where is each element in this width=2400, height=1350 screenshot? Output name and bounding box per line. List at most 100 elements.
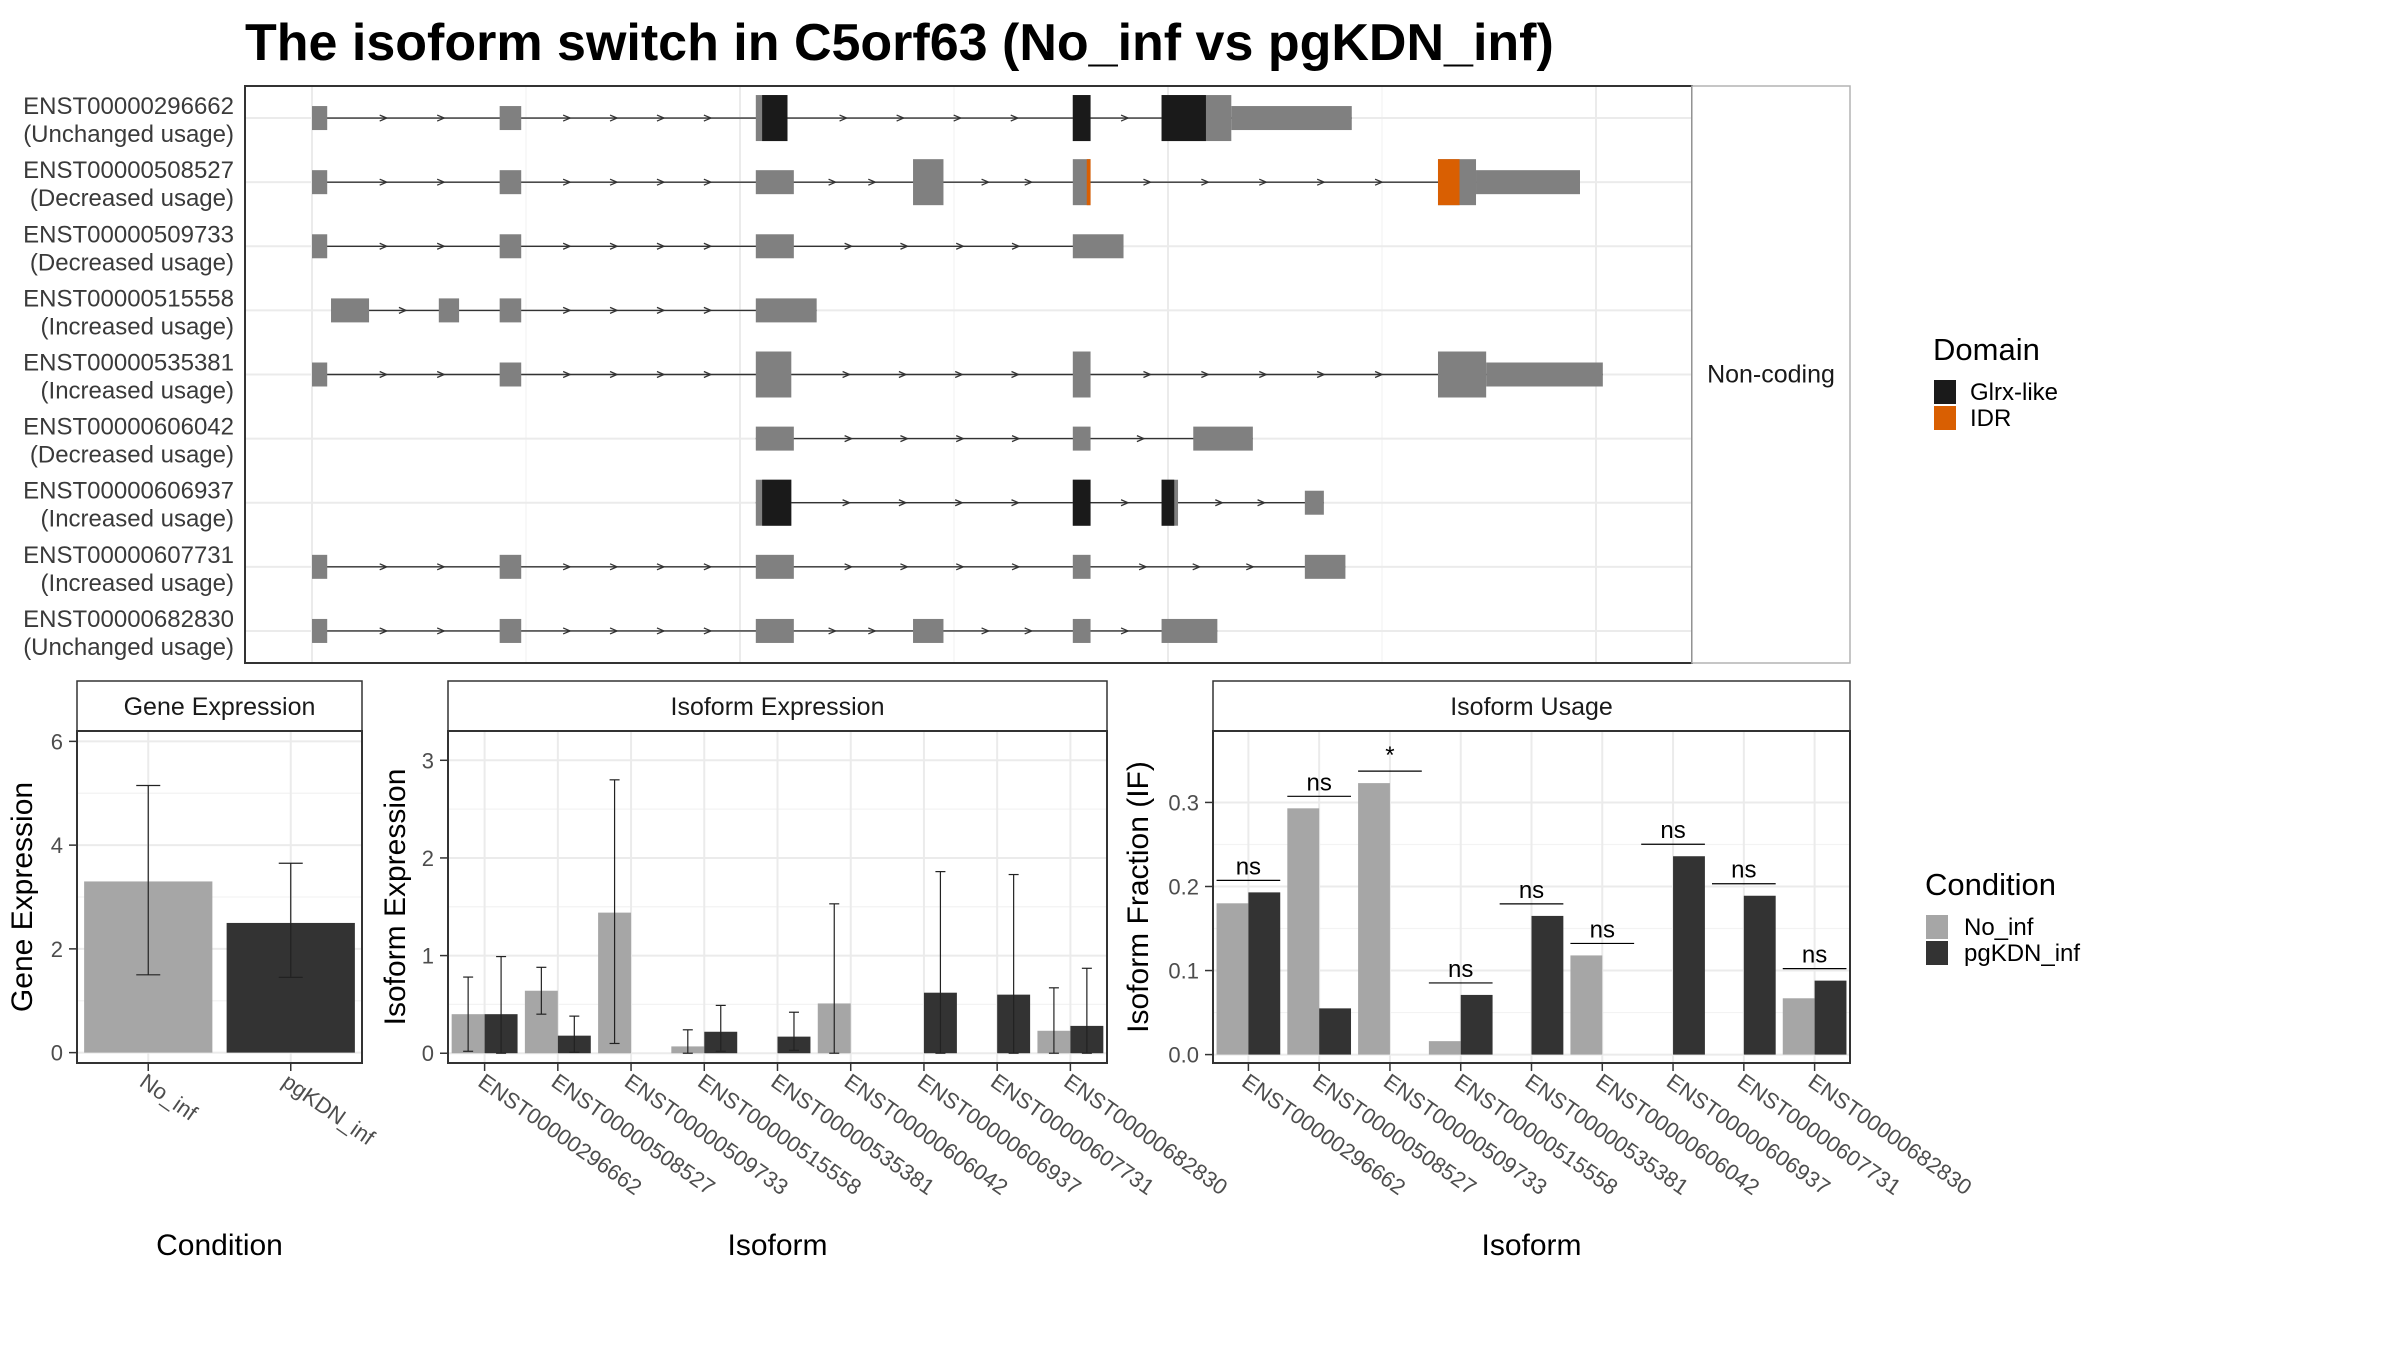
direction-arrow bbox=[1136, 435, 1146, 443]
bar bbox=[1428, 1041, 1461, 1055]
direction-arrow bbox=[703, 178, 713, 186]
exon-block bbox=[913, 618, 944, 643]
x-axis-title: Isoform bbox=[727, 1229, 827, 1262]
direction-arrow bbox=[953, 114, 963, 122]
direction-arrow bbox=[955, 435, 965, 443]
isoform-id-label: ENST00000296662 bbox=[23, 93, 234, 120]
y-tick-label: 0.0 bbox=[1168, 1043, 1199, 1068]
isoform-id-label: ENST00000606937 bbox=[23, 478, 234, 505]
direction-arrow bbox=[1024, 178, 1034, 186]
exon-block bbox=[499, 234, 522, 259]
direction-arrow bbox=[844, 563, 854, 571]
exon-block bbox=[755, 426, 794, 451]
x-axis-title: Isoform bbox=[1481, 1229, 1581, 1262]
direction-arrow bbox=[609, 627, 619, 635]
direction-arrow bbox=[656, 563, 666, 571]
direction-arrow bbox=[609, 178, 619, 186]
direction-arrow bbox=[1374, 370, 1384, 379]
significance-label: ns bbox=[1590, 916, 1615, 943]
strip-label: Gene Expression bbox=[124, 693, 316, 721]
direction-arrow bbox=[562, 178, 572, 186]
direction-arrow bbox=[1259, 370, 1268, 379]
exon-block bbox=[312, 554, 328, 579]
direction-arrow bbox=[436, 114, 446, 122]
exon-block bbox=[1304, 490, 1324, 515]
direction-arrow bbox=[981, 627, 991, 635]
isoform-track bbox=[312, 351, 1603, 398]
direction-arrow bbox=[656, 627, 666, 635]
figure-title: The isoform switch in C5orf63 (No_inf vs… bbox=[245, 14, 1554, 72]
y-tick-label: 0.2 bbox=[1168, 874, 1199, 899]
direction-arrow bbox=[379, 370, 389, 379]
isoform-track bbox=[312, 618, 1218, 643]
gene-expression-panel: Gene Expression 0 2 4 6 No_inf pgKDN_inf Condit… bbox=[6, 680, 380, 1262]
direction-arrow bbox=[562, 370, 572, 379]
facet-strip bbox=[1212, 680, 1851, 732]
direction-arrow bbox=[1143, 178, 1153, 186]
direction-arrow bbox=[900, 242, 910, 250]
direction-arrow bbox=[656, 370, 666, 379]
exon-block bbox=[755, 351, 792, 398]
isoform-id-label: ENST00000606042 bbox=[23, 414, 234, 441]
legend-swatch bbox=[1926, 941, 1948, 965]
exon-block bbox=[499, 362, 522, 387]
exon-block bbox=[755, 298, 817, 323]
y-axis-title: Isoform Fraction (IF) bbox=[1122, 761, 1155, 1033]
direction-arrow bbox=[436, 627, 446, 635]
isoform-id-label: ENST00000535381 bbox=[23, 350, 234, 377]
direction-arrow bbox=[828, 627, 838, 635]
plot-border bbox=[76, 730, 363, 1064]
exon-block bbox=[499, 618, 522, 643]
y-tick-label: 0 bbox=[51, 1041, 63, 1066]
direction-arrow bbox=[609, 306, 619, 314]
y-tick-label: 2 bbox=[422, 846, 434, 871]
direction-arrow bbox=[379, 178, 389, 186]
legend-swatch bbox=[1934, 406, 1956, 430]
direction-arrow bbox=[1011, 242, 1021, 250]
direction-arrow bbox=[609, 563, 619, 571]
direction-arrow bbox=[1257, 499, 1267, 507]
bar bbox=[1358, 783, 1390, 1055]
exon-block bbox=[312, 362, 328, 387]
bar bbox=[1673, 856, 1705, 1055]
direction-arrow bbox=[703, 563, 713, 571]
direction-arrow bbox=[656, 242, 666, 250]
direction-arrow bbox=[379, 627, 389, 635]
direction-arrow bbox=[955, 563, 965, 571]
isoform-usage-label: (Increased usage) bbox=[41, 378, 234, 405]
domain-block bbox=[762, 479, 792, 526]
bar bbox=[1287, 808, 1320, 1055]
exon-block bbox=[1072, 618, 1091, 643]
bar bbox=[1782, 998, 1815, 1055]
y-tick-label: 0 bbox=[422, 1041, 434, 1066]
direction-arrow bbox=[1010, 114, 1020, 122]
isoform-usage-label: (Unchanged usage) bbox=[23, 634, 234, 661]
direction-arrow bbox=[562, 563, 572, 571]
y-tick-label: 6 bbox=[51, 729, 63, 754]
legend-entry: IDR bbox=[1970, 405, 2011, 432]
bar bbox=[1570, 955, 1603, 1055]
direction-arrow bbox=[900, 435, 910, 443]
exon-block bbox=[1072, 426, 1091, 451]
isoform-usage-label: (Increased usage) bbox=[41, 313, 234, 340]
direction-arrow bbox=[562, 627, 572, 635]
isoform-track bbox=[331, 298, 817, 323]
direction-arrow bbox=[898, 370, 908, 379]
facet-strip bbox=[1691, 85, 1851, 664]
isoform-usage-label: (Decreased usage) bbox=[30, 249, 234, 276]
x-tick-label: pgKDN_inf bbox=[278, 1069, 380, 1151]
direction-arrow bbox=[868, 627, 877, 635]
isoform-id-label: ENST00000508527 bbox=[23, 157, 234, 184]
domain-block bbox=[1072, 479, 1091, 526]
exon-block bbox=[1161, 618, 1218, 643]
exon-block bbox=[499, 298, 522, 323]
direction-arrow bbox=[562, 114, 572, 122]
strip-label: Isoform Expression bbox=[671, 693, 885, 721]
direction-arrow bbox=[981, 178, 991, 186]
direction-arrow bbox=[1143, 370, 1153, 379]
y-tick-label: 0.3 bbox=[1168, 790, 1199, 815]
legend-swatch bbox=[1926, 915, 1948, 939]
